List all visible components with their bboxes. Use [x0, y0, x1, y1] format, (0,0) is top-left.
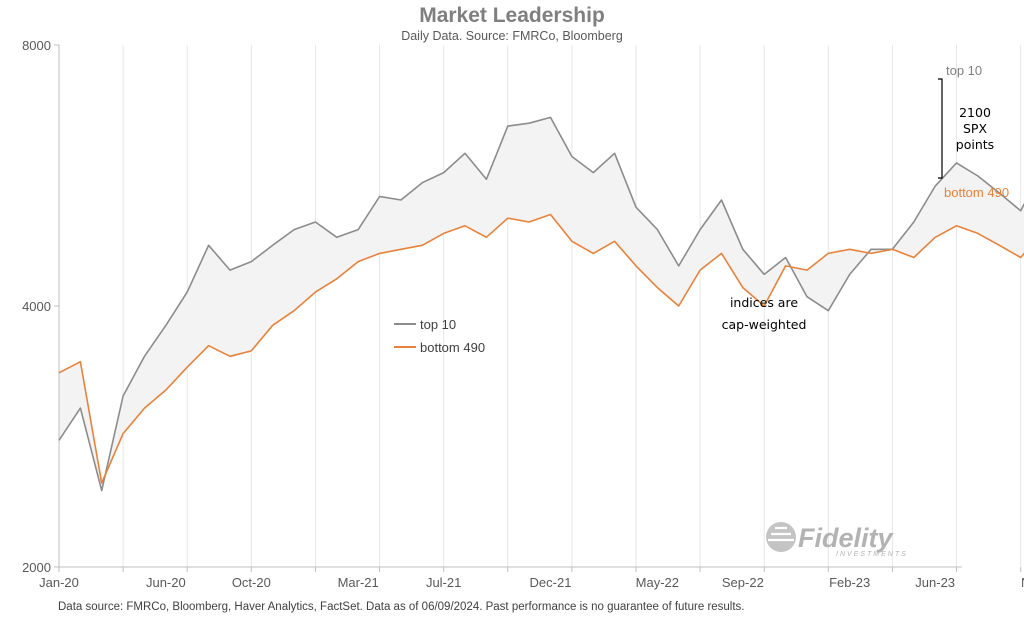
gap-annotation-line-3: points	[956, 137, 994, 152]
fidelity-logo: Fidelity INVESTMENTS	[766, 522, 908, 558]
series-line-top10	[58, 116, 1024, 492]
logo-wordmark: Fidelity	[798, 523, 894, 553]
chart-canvas: 2000 4000 8000 Jan-20 Jun-20 Oct-20 Mar-21 Jul-…	[22, 38, 1024, 590]
gap-bracket	[938, 78, 943, 179]
chart-title: Market Leadership	[419, 4, 605, 27]
logo-subtitle: INVESTMENTS	[836, 551, 908, 558]
gap-annotation-line-1: 2100	[959, 105, 991, 120]
x-tick-label: Nov-23	[1021, 575, 1024, 590]
spread-fill	[59, 117, 1024, 491]
x-tick-label: May-22	[636, 575, 679, 590]
x-tick-label: Jun-20	[146, 575, 186, 590]
x-tick-label: Oct-20	[232, 575, 271, 590]
note-line-1: indices are	[730, 295, 798, 310]
y-tick-label: 2000	[22, 560, 51, 575]
series-lines	[58, 116, 1024, 492]
grid	[58, 45, 1022, 567]
series-line-bottom490	[58, 213, 1024, 484]
footnote: Data source: FMRCo, Bloomberg, Haver Ana…	[58, 601, 745, 613]
legend-label-top10: top 10	[420, 317, 456, 332]
chart-subtitle: Daily Data. Source: FMRCo, Bloomberg	[401, 29, 623, 43]
end-label-top10: top 10	[946, 63, 982, 78]
x-tick-label: Jul-21	[426, 575, 461, 590]
fidelity-seal-icon	[766, 522, 796, 552]
x-tick-label: Jan-20	[39, 575, 79, 590]
annotations: 2100 SPX points indices are cap-weighted…	[722, 63, 1009, 332]
x-tick-label: Sep-22	[722, 575, 764, 590]
y-tick-label: 4000	[22, 299, 51, 314]
legend-label-bottom490: bottom 490	[420, 340, 485, 355]
axes: 2000 4000 8000 Jan-20 Jun-20 Oct-20 Mar-21 Jul-…	[22, 38, 1024, 590]
gap-annotation-line-2: SPX	[963, 121, 987, 136]
x-tick-label: Jun-23	[915, 575, 955, 590]
x-tick-label: Dec-21	[530, 575, 572, 590]
x-tick-label: Mar-21	[338, 575, 379, 590]
note-line-2: cap-weighted	[722, 317, 807, 332]
y-tick-label: 8000	[22, 38, 51, 53]
x-tick-label: Feb-23	[829, 575, 870, 590]
end-label-bottom490: bottom 490	[944, 185, 1009, 200]
legend: top 10 bottom 490	[394, 317, 485, 355]
